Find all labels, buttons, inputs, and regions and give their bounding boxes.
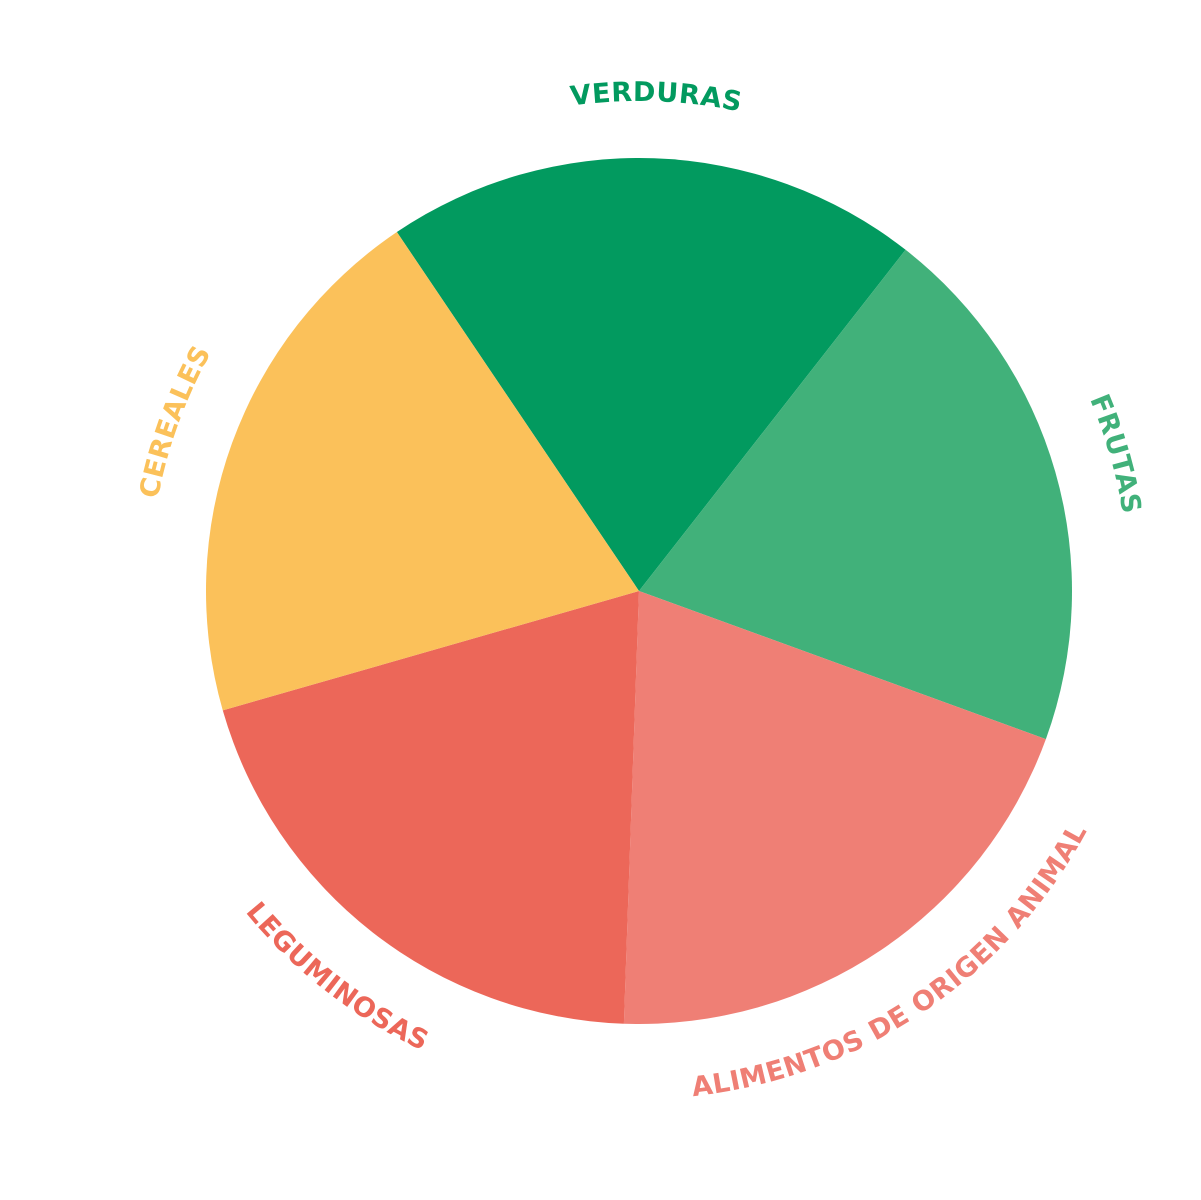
slice-label-verduras: VERDURAS — [569, 77, 745, 118]
pie-slices — [205, 158, 1073, 1025]
slice-label-cereales: CEREALES — [134, 341, 217, 501]
pie-slice-alimentos-de-origen-animal — [623, 591, 1046, 1025]
pie-slice-leguminosas — [222, 591, 639, 1024]
pie-slice-verduras — [396, 158, 906, 591]
slice-label-frutas: FRUTAS — [1083, 390, 1146, 516]
pie-slice-frutas — [639, 249, 1073, 740]
pie-slice-cereales — [205, 232, 639, 711]
